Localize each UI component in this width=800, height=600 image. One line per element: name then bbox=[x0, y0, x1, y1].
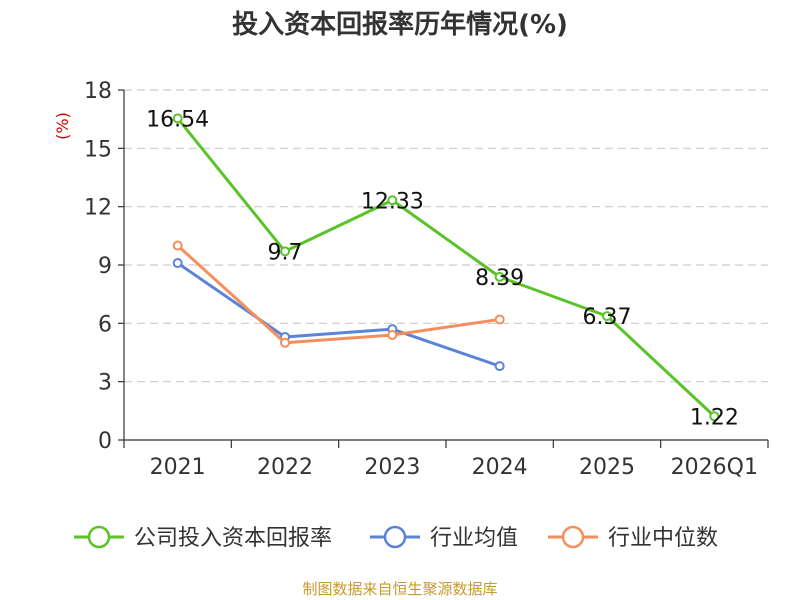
x-tick-label: 2022 bbox=[257, 455, 313, 480]
axes bbox=[118, 89, 769, 448]
legend-swatch-marker bbox=[561, 525, 585, 549]
series-line bbox=[176, 261, 501, 368]
legend-swatch-marker bbox=[383, 525, 407, 549]
data-point[interactable] bbox=[602, 311, 612, 322]
y-tick-label: 9 bbox=[98, 254, 112, 279]
series-0: 16.54 9.7 12.33 8.39 6.37 1.22 bbox=[146, 107, 739, 430]
chart-title: 投入资本回报率历年情况(%) bbox=[232, 9, 568, 40]
data-label: 6.37 bbox=[583, 305, 632, 330]
data-point[interactable] bbox=[494, 271, 505, 282]
series-2 bbox=[172, 240, 505, 348]
data-label: 1.22 bbox=[690, 405, 739, 430]
y-tick-label: 0 bbox=[98, 429, 112, 454]
legend: 公司投入资本回报率 行业均值 行业中位数 bbox=[74, 525, 718, 551]
y-axis-ticks: 0 3 6 9 12 15 18 bbox=[84, 79, 112, 454]
data-point[interactable] bbox=[494, 361, 505, 372]
y-tick-label: 15 bbox=[84, 137, 112, 162]
legend-item[interactable]: 行业中位数 bbox=[548, 525, 718, 551]
y-axis-unit: (%) bbox=[53, 112, 72, 140]
data-label: 12.33 bbox=[361, 189, 424, 214]
series-1 bbox=[172, 258, 505, 372]
legend-label: 行业均值 bbox=[430, 526, 518, 551]
data-point[interactable] bbox=[280, 246, 290, 257]
legend-label: 行业中位数 bbox=[608, 526, 718, 551]
y-tick-label: 3 bbox=[98, 371, 112, 396]
data-point[interactable] bbox=[280, 337, 290, 348]
data-point[interactable] bbox=[494, 314, 505, 325]
series-line bbox=[176, 244, 500, 345]
data-point[interactable] bbox=[172, 113, 183, 124]
x-tick-label: 2024 bbox=[472, 455, 528, 480]
series-line bbox=[176, 117, 716, 418]
legend-swatch-marker bbox=[87, 525, 111, 549]
y-tick-label: 12 bbox=[84, 196, 112, 221]
y-tick-label: 18 bbox=[84, 79, 112, 104]
legend-item[interactable]: 行业均值 bbox=[370, 525, 518, 551]
data-label: 9.7 bbox=[268, 240, 303, 265]
data-point[interactable] bbox=[709, 411, 720, 422]
grid bbox=[124, 89, 768, 383]
data-point[interactable] bbox=[172, 258, 183, 269]
series: 16.54 9.7 12.33 8.39 6.37 1.22 bbox=[146, 107, 739, 430]
x-tick-label: 2023 bbox=[364, 455, 420, 480]
y-tick-label: 6 bbox=[98, 312, 112, 337]
x-tick-label: 2025 bbox=[579, 455, 635, 480]
data-label: 16.54 bbox=[146, 107, 209, 132]
x-tick-label: 2026Q1 bbox=[671, 455, 758, 480]
x-axis-ticks: 2021 2022 2023 2024 2025 2026Q1 bbox=[150, 455, 758, 480]
x-tick-label: 2021 bbox=[150, 455, 206, 480]
legend-label: 公司投入资本回报率 bbox=[134, 526, 332, 551]
data-point[interactable] bbox=[387, 195, 398, 206]
data-point[interactable] bbox=[172, 240, 183, 251]
legend-item[interactable]: 公司投入资本回报率 bbox=[74, 525, 332, 551]
source-note: 制图数据来自恒生聚源数据库 bbox=[302, 580, 497, 598]
data-point[interactable] bbox=[387, 330, 398, 340]
data-label: 8.39 bbox=[475, 266, 524, 291]
